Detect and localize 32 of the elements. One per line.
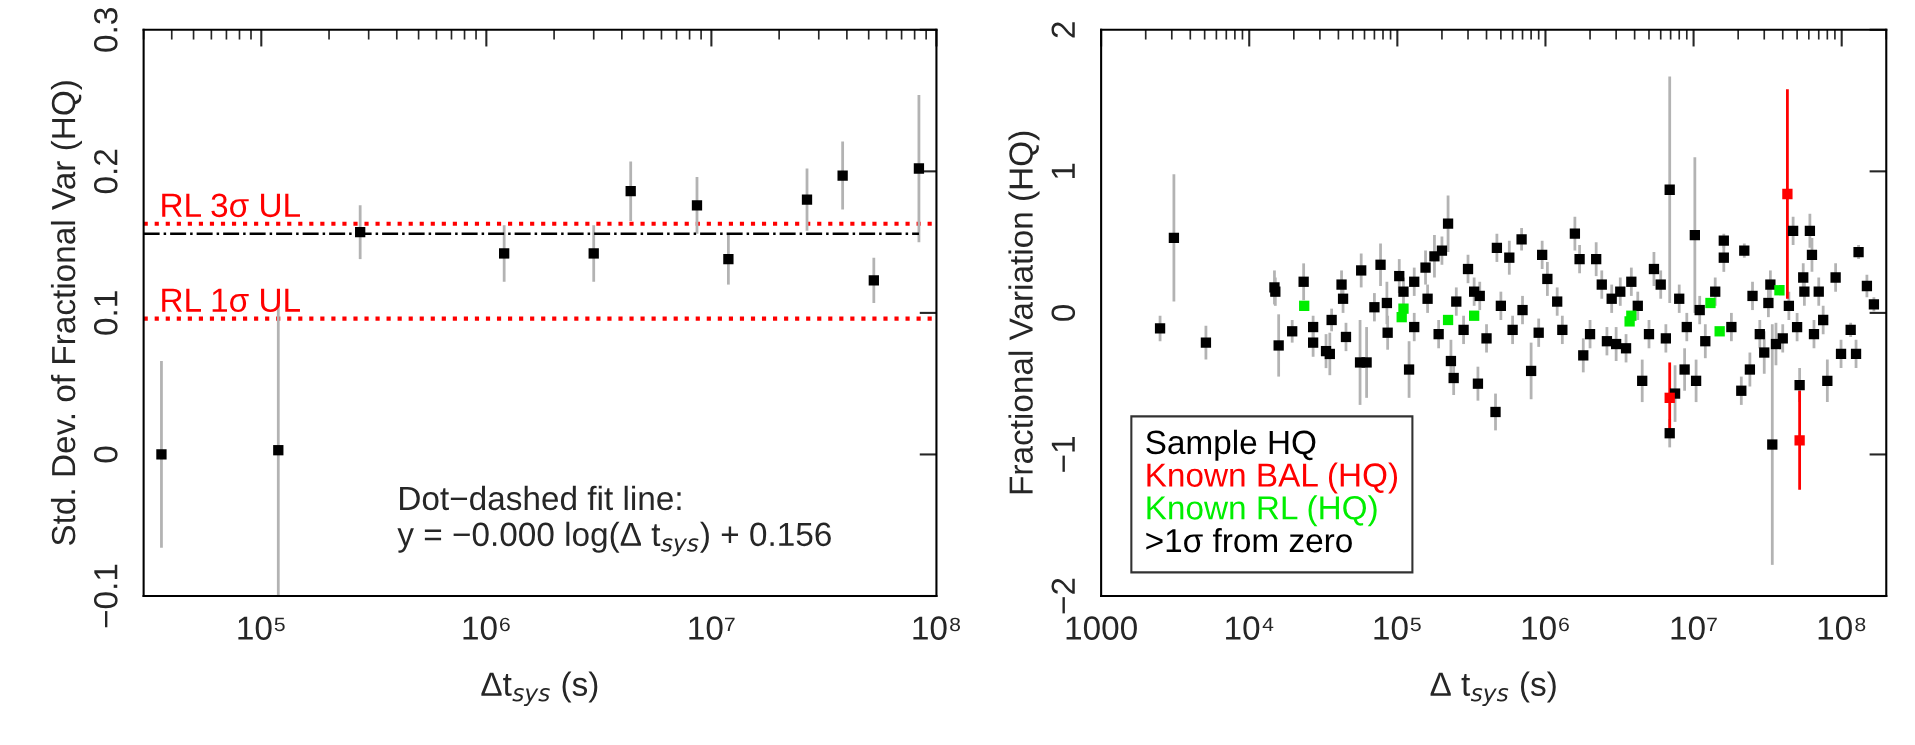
- x-tick-label: 10⁴: [1226, 616, 1274, 640]
- y-tick-label: −0.1: [93, 564, 118, 628]
- x-axis-title: Δt$_{sys}$ (s): [481, 671, 598, 706]
- x-tick-label: 10⁶: [1522, 616, 1569, 640]
- x-tick-label: 10⁵: [238, 616, 285, 640]
- x-tick-label: 10⁷: [1671, 616, 1717, 640]
- y-tick-label: 1: [1051, 163, 1075, 179]
- x-tick-label: 10⁷: [689, 616, 735, 640]
- annotation: >1σ from zero: [1146, 527, 1352, 553]
- text: Sample HQ: [1146, 429, 1316, 461]
- x-tick-label: 10⁸: [913, 616, 961, 640]
- x-tick-label: 1000: [1066, 616, 1137, 640]
- y-tick-label: 0: [1051, 304, 1076, 321]
- y-axis-title: Std. Dev. of Fractional Var (HQ): [50, 81, 82, 546]
- y-tick-label: 0.2: [93, 149, 118, 194]
- x-tick-label: 10⁵: [1374, 616, 1421, 640]
- x-tick-label: 10⁶: [463, 616, 510, 640]
- x-tick-label: 10⁸: [1818, 616, 1866, 640]
- y-tick-label: 0.1: [93, 291, 118, 335]
- annotation: Dot−dashed fit line:: [400, 485, 681, 511]
- y-tick-label: 0: [93, 446, 118, 463]
- y-tick-label: 2: [1051, 22, 1075, 38]
- text: Known BAL (HQ): [1147, 462, 1398, 494]
- y-tick-label: −1: [1051, 437, 1075, 472]
- annotation: y = −0.000 log(Δ t$_{sys}$) + 0.156: [397, 521, 831, 557]
- x-axis-title: Δ t$_{sys}$ (s): [1430, 671, 1556, 706]
- y-tick-label: −2: [1051, 578, 1075, 614]
- text: Known RL (HQ): [1147, 495, 1377, 527]
- ref-line-label: RL 1σ UL: [162, 288, 300, 312]
- y-axis-title: Fractional Variation (HQ): [1008, 131, 1040, 494]
- ref-line-label: RL 3σ UL: [162, 193, 300, 218]
- y-tick-label: 0.3: [93, 8, 118, 52]
